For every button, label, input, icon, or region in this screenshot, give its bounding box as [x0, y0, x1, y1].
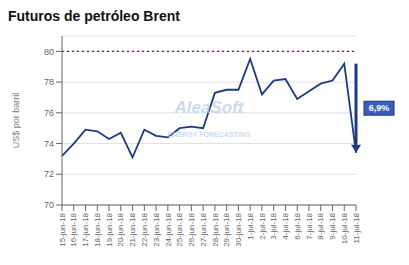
svg-text:80: 80	[44, 47, 54, 57]
svg-text:17-jun-18: 17-jun-18	[81, 212, 90, 246]
svg-text:28-jun-18: 28-jun-18	[211, 212, 220, 246]
svg-text:10-jul-18: 10-jul-18	[340, 212, 349, 244]
svg-text:3-jul-18: 3-jul-18	[269, 212, 278, 239]
svg-text:21-jun-18: 21-jun-18	[128, 212, 137, 246]
svg-text:27-jun-18: 27-jun-18	[199, 212, 208, 246]
html-text:Futuros de petróleo Brent: Futuros de petróleo Brent	[8, 8, 180, 24]
svg-text:76: 76	[44, 108, 54, 118]
svg-text:6-jul-18: 6-jul-18	[293, 212, 302, 239]
svg-text:8-jul-18: 8-jul-18	[316, 212, 325, 239]
svg-text:11-jul-18: 11-jul-18	[352, 212, 361, 243]
svg-text:2-jul-18: 2-jul-18	[258, 212, 267, 239]
svg-text:19-jun-18: 19-jun-18	[105, 212, 114, 246]
svg-text:6,9%: 6,9%	[369, 103, 390, 113]
svg-text:4-jul-18: 4-jul-18	[281, 212, 290, 239]
svg-text:20-jun-18: 20-jun-18	[116, 212, 125, 246]
svg-text:1-jul-18: 1-jul-18	[246, 212, 255, 239]
svg-text:16-jun-18: 16-jun-18	[69, 212, 78, 246]
svg-text:29-jun-18: 29-jun-18	[222, 212, 231, 246]
svg-text:30-jun-18: 30-jun-18	[234, 212, 243, 246]
svg-text:US$ por barril: US$ por barril	[11, 93, 21, 149]
svg-text:24-jun-18: 24-jun-18	[164, 212, 173, 246]
svg-text:22-jun-18: 22-jun-18	[140, 212, 149, 246]
svg-text:26-jun-18: 26-jun-18	[187, 212, 196, 246]
svg-text:18-jun-18: 18-jun-18	[93, 212, 102, 246]
svg-text:72: 72	[44, 169, 54, 179]
svg-text:74: 74	[44, 139, 54, 149]
svg-text:9-jul-18: 9-jul-18	[328, 212, 337, 239]
svg-text:78: 78	[44, 77, 54, 87]
svg-text:23-jun-18: 23-jun-18	[152, 212, 161, 246]
svg-text:25-jun-18: 25-jun-18	[175, 212, 184, 246]
html-text:AleaSoft: AleaSoft	[174, 97, 244, 117]
svg-text:15-jun-18: 15-jun-18	[58, 212, 67, 246]
html-text:ENERGY FORECASTING: ENERGY FORECASTING	[167, 130, 251, 138]
svg-text:7-jul-18: 7-jul-18	[305, 212, 314, 239]
svg-text:70: 70	[44, 200, 54, 210]
